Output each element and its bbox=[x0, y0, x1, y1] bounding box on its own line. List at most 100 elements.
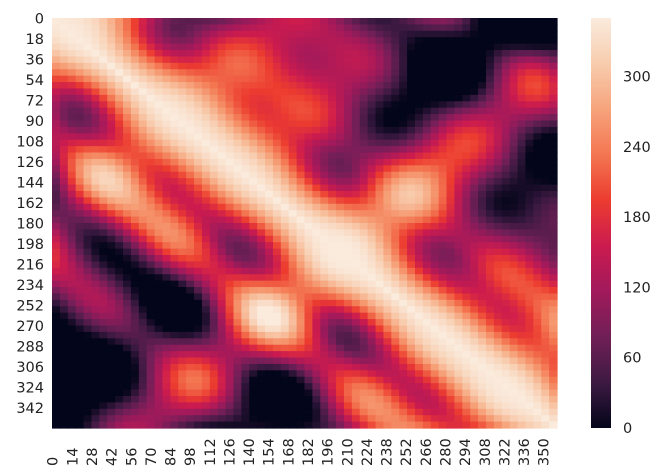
heatmap-cell bbox=[446, 351, 456, 359]
heatmap-cell bbox=[351, 197, 361, 205]
heatmap-cell bbox=[383, 325, 392, 333]
heatmap-cell bbox=[99, 184, 108, 192]
heatmap-cell bbox=[367, 274, 377, 282]
heatmap-cell bbox=[549, 223, 558, 231]
heatmap-cell bbox=[462, 94, 471, 102]
heatmap-cell bbox=[115, 139, 124, 147]
heatmap-cell bbox=[501, 69, 511, 77]
heatmap-cell bbox=[75, 370, 85, 378]
heatmap-cell bbox=[375, 43, 385, 51]
heatmap-cell bbox=[391, 18, 400, 26]
heatmap-cell bbox=[194, 293, 203, 301]
heatmap-cell bbox=[501, 24, 511, 32]
heatmap-cell bbox=[209, 357, 219, 365]
heatmap-cell bbox=[501, 235, 511, 243]
heatmap-cell bbox=[312, 312, 321, 320]
heatmap-cell bbox=[549, 363, 558, 371]
heatmap-cell bbox=[178, 216, 187, 224]
heatmap-cell bbox=[209, 293, 219, 301]
heatmap-cell bbox=[272, 274, 282, 282]
heatmap-cell bbox=[525, 370, 534, 378]
heatmap-cell bbox=[241, 43, 250, 51]
heatmap-cell bbox=[509, 229, 519, 237]
heatmap-cell bbox=[201, 62, 211, 70]
heatmap-cell bbox=[67, 120, 77, 128]
heatmap-cell bbox=[146, 56, 156, 64]
heatmap-cell bbox=[462, 133, 471, 141]
heatmap-cell bbox=[493, 331, 503, 339]
heatmap-cell bbox=[154, 363, 164, 371]
heatmap-cell bbox=[328, 37, 337, 45]
heatmap-cell bbox=[383, 62, 392, 70]
heatmap-cell bbox=[178, 395, 187, 403]
heatmap-cell bbox=[304, 50, 313, 58]
heatmap-cell bbox=[470, 223, 479, 231]
heatmap-cell bbox=[391, 357, 400, 365]
heatmap-cell bbox=[383, 293, 392, 301]
heatmap-cell bbox=[249, 389, 258, 397]
heatmap-cell bbox=[375, 383, 385, 391]
heatmap-cell bbox=[391, 184, 400, 192]
heatmap-cell bbox=[186, 248, 195, 256]
heatmap-cell bbox=[91, 75, 100, 83]
heatmap-cell bbox=[351, 30, 361, 38]
heatmap-cell bbox=[52, 203, 61, 211]
heatmap-cell bbox=[312, 395, 321, 403]
heatmap-cell bbox=[328, 274, 337, 282]
heatmap-cell bbox=[115, 306, 124, 314]
heatmap-cell bbox=[336, 235, 345, 243]
heatmap-cell bbox=[194, 120, 203, 128]
heatmap-cell bbox=[533, 190, 542, 198]
heatmap-cell bbox=[146, 223, 156, 231]
heatmap-cell bbox=[304, 235, 313, 243]
heatmap-cell bbox=[501, 415, 511, 423]
heatmap-cell bbox=[375, 190, 385, 198]
heatmap-cell bbox=[170, 223, 179, 231]
heatmap-cell bbox=[52, 114, 61, 122]
heatmap-cell bbox=[257, 280, 266, 288]
heatmap-cell bbox=[438, 171, 448, 179]
heatmap-cell bbox=[320, 255, 329, 263]
heatmap-cell bbox=[146, 152, 156, 160]
heatmap-cell bbox=[462, 287, 471, 295]
heatmap-cell bbox=[501, 50, 511, 58]
heatmap-cell bbox=[375, 293, 385, 301]
heatmap-cell bbox=[351, 280, 361, 288]
heatmap-cell bbox=[351, 56, 361, 64]
heatmap-cell bbox=[52, 37, 61, 45]
heatmap-cell bbox=[422, 101, 432, 109]
heatmap-cell bbox=[186, 325, 195, 333]
heatmap-cell bbox=[186, 94, 195, 102]
heatmap-cell bbox=[367, 357, 377, 365]
heatmap-cell bbox=[383, 242, 392, 250]
heatmap-cell bbox=[438, 197, 448, 205]
heatmap-cell bbox=[525, 408, 534, 416]
heatmap-cell bbox=[186, 165, 195, 173]
heatmap-cell bbox=[312, 274, 321, 282]
heatmap-cell bbox=[233, 171, 242, 179]
heatmap-cell bbox=[383, 415, 392, 423]
heatmap-cell bbox=[351, 344, 361, 352]
heatmap-cell bbox=[288, 139, 298, 147]
heatmap-cell bbox=[272, 261, 282, 269]
heatmap-cell bbox=[233, 306, 242, 314]
heatmap-cell bbox=[462, 152, 471, 160]
heatmap-cell bbox=[422, 94, 432, 102]
heatmap-cell bbox=[375, 389, 385, 397]
heatmap-cell bbox=[343, 69, 353, 77]
heatmap-cell bbox=[501, 178, 511, 186]
heatmap-cell bbox=[509, 312, 519, 320]
heatmap-cell bbox=[288, 197, 298, 205]
heatmap-cell bbox=[343, 357, 353, 365]
heatmap-cell bbox=[83, 402, 93, 410]
heatmap-cell bbox=[470, 395, 479, 403]
heatmap-cell bbox=[414, 165, 424, 173]
heatmap-cell bbox=[391, 331, 400, 339]
heatmap-cell bbox=[194, 75, 203, 83]
heatmap-cell bbox=[383, 107, 392, 115]
heatmap-cell bbox=[52, 338, 61, 346]
heatmap-cell bbox=[304, 299, 313, 307]
heatmap-cell bbox=[178, 351, 187, 359]
x-tick-label: 168 bbox=[281, 438, 297, 466]
heatmap-cell bbox=[501, 344, 511, 352]
